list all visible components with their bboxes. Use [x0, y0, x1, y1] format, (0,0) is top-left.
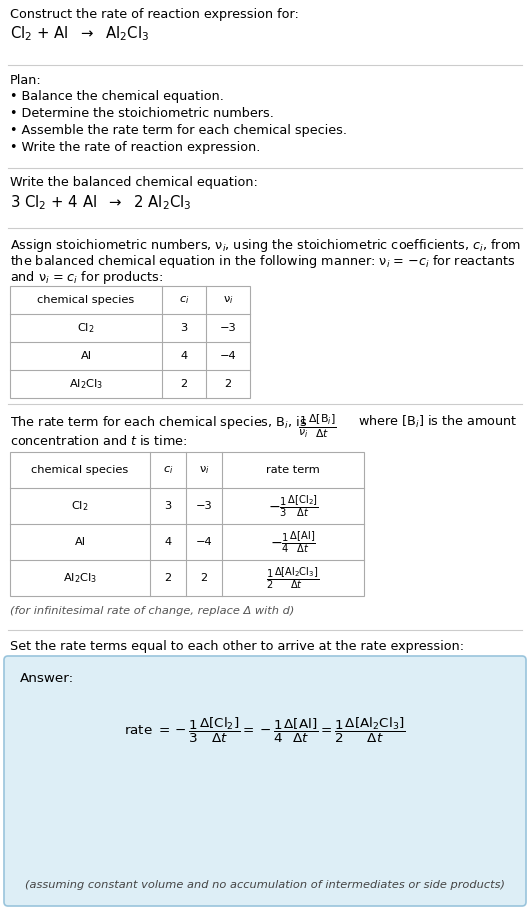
Text: ν$_i$: ν$_i$ [199, 464, 209, 476]
Text: Write the balanced chemical equation:: Write the balanced chemical equation: [10, 176, 258, 189]
Text: (for infinitesimal rate of change, replace Δ with d): (for infinitesimal rate of change, repla… [10, 606, 294, 616]
Text: $\frac{1}{\nu_i}\frac{\Delta[\mathrm{B}_i]}{\Delta t}$: $\frac{1}{\nu_i}\frac{\Delta[\mathrm{B}_… [298, 412, 337, 439]
Text: 2: 2 [224, 379, 232, 389]
Text: ν$_i$: ν$_i$ [223, 294, 233, 306]
Text: Al$_2$Cl$_3$: Al$_2$Cl$_3$ [69, 377, 103, 391]
Text: Cl$_2$ + Al  $\rightarrow$  Al$_2$Cl$_3$: Cl$_2$ + Al $\rightarrow$ Al$_2$Cl$_3$ [10, 24, 149, 43]
Bar [10, 286, 250, 398]
Text: rate term: rate term [266, 465, 320, 475]
Text: 2: 2 [200, 573, 208, 583]
Text: Cl$_2$: Cl$_2$ [71, 499, 89, 513]
Text: Construct the rate of reaction expression for:: Construct the rate of reaction expressio… [10, 8, 299, 21]
Text: • Determine the stoichiometric numbers.: • Determine the stoichiometric numbers. [10, 107, 274, 120]
Text: $-\frac{1}{3}\frac{\Delta[\mathrm{Cl}_2]}{\Delta t}$: $-\frac{1}{3}\frac{\Delta[\mathrm{Cl}_2]… [268, 493, 319, 518]
Text: the balanced chemical equation in the following manner: ν$_i$ = −$c_i$ for react: the balanced chemical equation in the fo… [10, 253, 516, 270]
Bar [10, 452, 364, 596]
Text: $c_i$: $c_i$ [179, 294, 189, 306]
Text: −4: −4 [196, 537, 213, 547]
Text: The rate term for each chemical species, B$_i$, is: The rate term for each chemical species,… [10, 414, 307, 431]
Text: where [B$_i$] is the amount: where [B$_i$] is the amount [358, 414, 517, 430]
Text: chemical species: chemical species [31, 465, 129, 475]
Text: −4: −4 [220, 351, 236, 361]
Text: −3: −3 [219, 323, 236, 333]
Text: Set the rate terms equal to each other to arrive at the rate expression:: Set the rate terms equal to each other t… [10, 640, 464, 653]
Text: Al$_2$Cl$_3$: Al$_2$Cl$_3$ [63, 571, 97, 585]
Text: (assuming constant volume and no accumulation of intermediates or side products): (assuming constant volume and no accumul… [25, 880, 505, 890]
Text: Assign stoichiometric numbers, ν$_i$, using the stoichiometric coefficients, $c_: Assign stoichiometric numbers, ν$_i$, us… [10, 237, 521, 254]
Text: • Write the rate of reaction expression.: • Write the rate of reaction expression. [10, 141, 260, 154]
FancyBboxPatch shape [4, 656, 526, 906]
Text: 2: 2 [164, 573, 172, 583]
Text: Cl$_2$: Cl$_2$ [77, 321, 95, 335]
Text: concentration and $t$ is time:: concentration and $t$ is time: [10, 434, 188, 448]
Text: Answer:: Answer: [20, 672, 74, 685]
Text: rate $= -\dfrac{1}{3}\dfrac{\Delta[\mathrm{Cl}_2]}{\Delta t} = -\dfrac{1}{4}\dfr: rate $= -\dfrac{1}{3}\dfrac{\Delta[\math… [124, 716, 406, 745]
Text: 3 Cl$_2$ + 4 Al  $\rightarrow$  2 Al$_2$Cl$_3$: 3 Cl$_2$ + 4 Al $\rightarrow$ 2 Al$_2$Cl… [10, 193, 192, 212]
Text: $c_i$: $c_i$ [163, 464, 173, 476]
Text: 3: 3 [180, 323, 188, 333]
Text: 2: 2 [180, 379, 188, 389]
Text: 3: 3 [164, 501, 172, 511]
Text: • Balance the chemical equation.: • Balance the chemical equation. [10, 90, 224, 103]
Text: 4: 4 [164, 537, 172, 547]
Text: chemical species: chemical species [38, 295, 135, 305]
Text: Al: Al [81, 351, 92, 361]
Text: 4: 4 [180, 351, 188, 361]
Text: Plan:: Plan: [10, 74, 42, 87]
Text: $\frac{1}{2}\frac{\Delta[\mathrm{Al_2Cl_3}]}{\Delta t}$: $\frac{1}{2}\frac{\Delta[\mathrm{Al_2Cl_… [267, 565, 320, 591]
Text: Al: Al [75, 537, 85, 547]
Text: −3: −3 [196, 501, 213, 511]
Text: • Assemble the rate term for each chemical species.: • Assemble the rate term for each chemic… [10, 124, 347, 137]
Text: $-\frac{1}{4}\frac{\Delta[\mathrm{Al}]}{\Delta t}$: $-\frac{1}{4}\frac{\Delta[\mathrm{Al}]}{… [270, 529, 316, 555]
Text: and ν$_i$ = $c_i$ for products:: and ν$_i$ = $c_i$ for products: [10, 269, 163, 286]
